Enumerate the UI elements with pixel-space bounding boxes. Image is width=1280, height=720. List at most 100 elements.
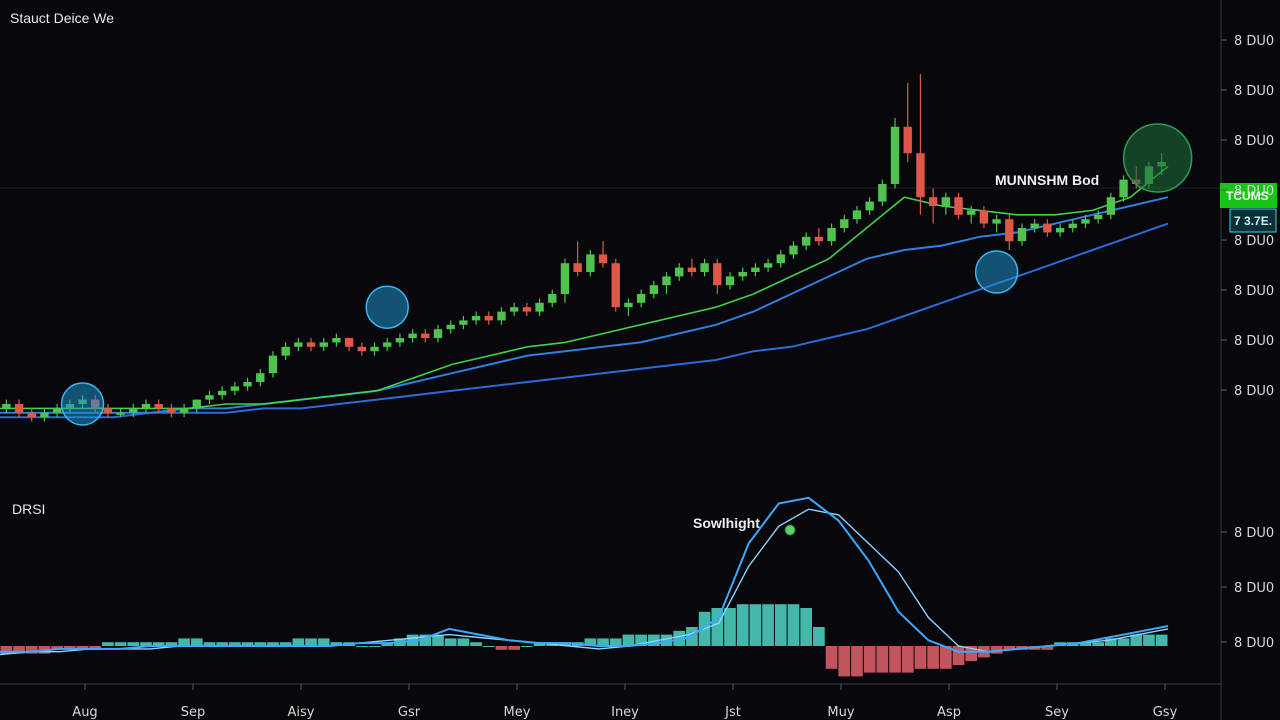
candle-body <box>27 412 36 418</box>
lower-panel-label: DRSI <box>12 501 45 517</box>
histogram-bar <box>1079 642 1092 646</box>
candle-body <box>484 316 493 321</box>
candle-body <box>141 404 151 409</box>
candle-body <box>725 276 735 286</box>
candle-body <box>230 386 240 391</box>
x-tick-label: Sey <box>1045 705 1069 720</box>
histogram-bar <box>952 646 965 665</box>
histogram-bar <box>419 634 432 646</box>
histogram-bar <box>127 642 140 646</box>
histogram-bar <box>254 642 267 646</box>
x-tick-label: Asp <box>937 705 961 720</box>
candle-body <box>840 219 849 228</box>
y-tick-label: 8 DU0 <box>1234 334 1274 349</box>
macd-line <box>0 496 1169 653</box>
touch-circle <box>60 382 105 426</box>
candle-body <box>357 346 367 352</box>
histogram-bar <box>749 604 762 646</box>
candle-body <box>2 404 11 409</box>
histogram-bar <box>508 646 521 650</box>
x-tick-label: Gsr <box>398 705 421 720</box>
candle-body <box>332 338 341 343</box>
histogram-bar <box>800 608 813 646</box>
y-tick-label: 8 DU0 <box>1234 581 1274 596</box>
histogram-bar <box>736 604 749 646</box>
candle-body <box>344 338 354 347</box>
candle-body <box>827 228 836 242</box>
candle-body <box>509 307 519 312</box>
candle-body <box>205 395 214 400</box>
price-badge-cyan-text: 7 3.7E. <box>1234 214 1272 228</box>
price-badge-green <box>1220 183 1277 208</box>
histogram-bar <box>165 642 178 646</box>
histogram-bar <box>927 646 939 669</box>
candle-body <box>979 210 989 224</box>
candle-body <box>395 338 405 343</box>
indicator-point-marker <box>784 524 796 536</box>
histogram-bar <box>762 604 774 646</box>
candle-body <box>1055 228 1065 233</box>
chart-title: Stauct Deice We <box>10 10 114 26</box>
histogram-bar <box>1155 634 1168 646</box>
y-tick-label: 8 DU0 <box>1234 636 1274 651</box>
histogram-bar <box>1105 638 1117 646</box>
histogram-bar <box>711 608 724 646</box>
candle-body <box>217 390 227 396</box>
candle-body <box>522 307 532 312</box>
oscillator-lines <box>0 496 1169 656</box>
candle-body <box>763 263 773 268</box>
candle-body <box>992 219 1001 224</box>
candle-body <box>865 201 874 211</box>
y-tick-label: 8 DU0 <box>1234 134 1274 149</box>
histogram-bar <box>901 646 914 673</box>
histogram-bar <box>1143 634 1155 646</box>
histogram-bar <box>444 638 457 646</box>
candle-body <box>928 197 938 206</box>
histogram-bar <box>597 638 609 646</box>
candle-body <box>776 254 785 264</box>
x-tick-label: Iney <box>611 705 639 720</box>
candle-body <box>560 263 570 294</box>
candle-body <box>954 197 963 215</box>
y-tick-label: 8 DU0 <box>1234 526 1274 541</box>
histogram-bar <box>457 638 470 646</box>
candle-body <box>129 408 138 413</box>
candle-body <box>852 210 862 220</box>
candle-body <box>179 408 189 413</box>
histogram-bar <box>724 608 736 646</box>
histogram-bar <box>292 638 305 646</box>
candle-body <box>573 263 582 272</box>
candle-body <box>1017 228 1027 242</box>
x-tick-label: Muy <box>827 705 854 720</box>
candle-body <box>662 276 671 286</box>
candle-body <box>421 333 430 338</box>
histogram-bar <box>876 646 889 673</box>
candle-body <box>268 355 278 374</box>
candle-body <box>700 263 709 272</box>
histogram-bar <box>838 646 851 677</box>
y-axis-lower: 8 DU0 8 DU0 8 DU0 <box>1221 526 1274 651</box>
y-tick-label: 8 DU0 <box>1234 284 1274 299</box>
histogram-bar <box>267 642 279 646</box>
candle-body <box>1068 223 1077 228</box>
histogram-bar <box>1003 646 1016 650</box>
touch-circle <box>365 285 409 329</box>
histogram-bar <box>914 646 927 669</box>
histogram-bar <box>635 634 647 646</box>
candle-body <box>1030 223 1039 228</box>
candle-body <box>967 210 976 215</box>
candle-body <box>1093 214 1103 220</box>
histogram-bar <box>25 646 38 654</box>
candle-body <box>649 285 659 294</box>
candle-body <box>281 346 290 356</box>
x-tick-label: Sep <box>181 705 206 720</box>
candle-body <box>154 404 163 409</box>
histogram-bar <box>774 604 787 646</box>
highlight-circle <box>1122 123 1193 193</box>
price-annotation: MUNNSHM Bod <box>995 172 1099 188</box>
histogram-bar <box>279 642 292 646</box>
candle-body <box>370 346 379 352</box>
x-tick-label: Jst <box>724 705 741 720</box>
histogram-bar <box>51 646 63 650</box>
